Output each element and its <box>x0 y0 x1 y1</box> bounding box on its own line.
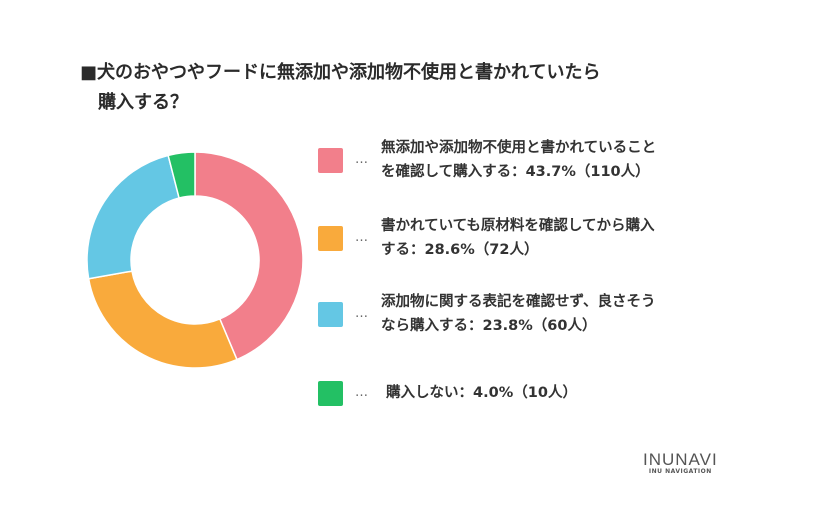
donut-slice-1 <box>194 151 304 361</box>
inunavi-logo: INUNAVI INU NAVIGATION <box>643 450 718 475</box>
donut-slice-2 <box>87 270 238 369</box>
donut-slice-4 <box>167 151 196 199</box>
legend-label: 書かれていても原材料を確認してから購入 する：28.6%（72人） <box>381 218 655 258</box>
legend-swatch <box>318 302 343 327</box>
legend-label: 購入しない：4.0%（10人） <box>381 385 577 401</box>
legend-label: 無添加や添加物不使用と書かれていること を確認して購入する：43.7%（110人） <box>381 140 657 180</box>
legend-swatch <box>318 148 343 173</box>
legend-ellipsis: … <box>355 385 368 400</box>
legend-swatch <box>318 381 343 406</box>
donut-slice-3 <box>86 154 181 280</box>
legend-ellipsis: … <box>355 230 368 245</box>
legend-label: 添加物に関する表記を確認せず、良さそう なら購入する：23.8%（60人） <box>381 294 656 334</box>
title-line-2: 購入する？ <box>98 92 188 113</box>
chart-title: ■犬のおやつやフードに無添加や添加物不使用と書かれていたら 購入する？ <box>80 58 760 118</box>
legend-ellipsis: … <box>355 306 368 321</box>
legend-ellipsis: … <box>355 152 368 167</box>
title-line-1: ■犬のおやつやフードに無添加や添加物不使用と書かれていたら <box>80 62 601 83</box>
legend-swatch <box>318 226 343 251</box>
